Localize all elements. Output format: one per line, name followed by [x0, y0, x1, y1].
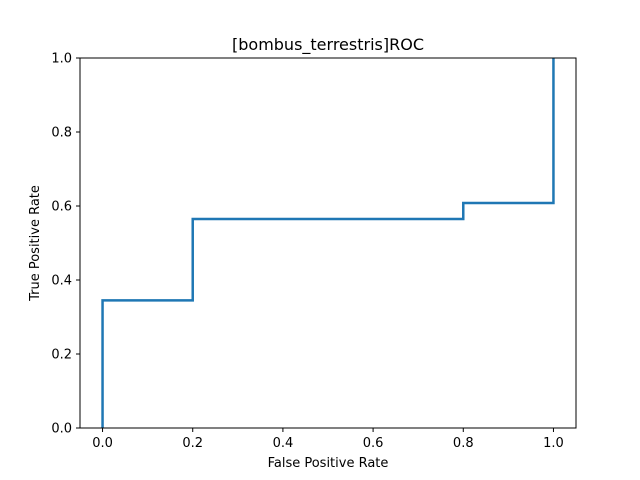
y-tick-label: 0.6: [51, 200, 72, 215]
x-tick-label: 0.4: [273, 436, 294, 451]
x-tick-label: 1.0: [543, 436, 564, 451]
y-axis-ticks: 0.0 0.2 0.4 0.6 0.8 1.0: [51, 52, 80, 437]
y-tick-label: 0.8: [51, 126, 72, 141]
y-axis-label: True Positive Rate: [28, 185, 43, 302]
y-tick-label: 0.4: [51, 274, 72, 289]
chart-title: [bombus_terrestris]ROC: [232, 35, 424, 55]
x-axis-ticks: 0.0 0.2 0.4 0.6 0.8 1.0: [92, 428, 564, 451]
y-tick-label: 0.2: [51, 348, 72, 363]
y-tick-label: 0.0: [51, 422, 72, 437]
x-axis-label: False Positive Rate: [268, 456, 389, 471]
x-tick-label: 0.2: [182, 436, 203, 451]
plot-area: [79, 57, 577, 429]
plot-frame: [79, 57, 577, 429]
roc-curve-line: [101, 58, 555, 428]
x-tick-label: 0.6: [363, 436, 384, 451]
y-tick-label: 1.0: [51, 52, 72, 67]
x-tick-label: 0.0: [92, 436, 113, 451]
x-tick-label: 0.8: [453, 436, 474, 451]
